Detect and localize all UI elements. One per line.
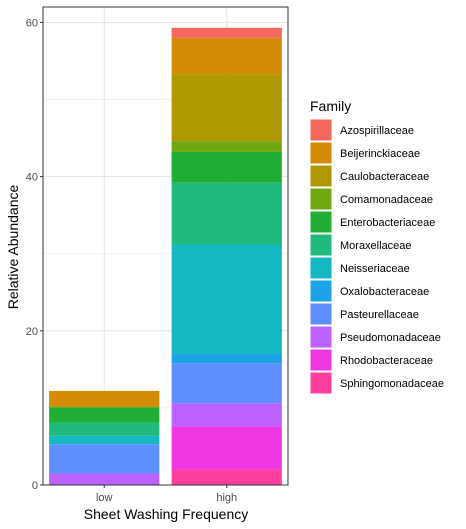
- legend-key-comamonadaceae: [309, 187, 333, 211]
- legend-key-pseudomonadaceae: [309, 325, 333, 349]
- x-tick-label: low: [96, 492, 113, 504]
- x-tick-label: high: [216, 492, 237, 504]
- legend-title: Family: [310, 98, 351, 114]
- legend-key-rhodobacteraceae: [309, 348, 333, 372]
- legend-label-oxalobacteraceae: Oxalobacteraceae: [340, 286, 429, 298]
- y-axis-title: Relative Abundance: [5, 185, 21, 310]
- bar-segment-low-pseudomonadaceae: [49, 473, 160, 485]
- legend-key-pasteurellaceae: [309, 302, 333, 326]
- bar-segment-low-moraxellaceae: [49, 422, 160, 436]
- y-tick-label: 0: [32, 480, 38, 492]
- bar-segment-high-enterobacteriaceae: [171, 151, 282, 183]
- legend-key-caulobacteraceae: [309, 164, 333, 188]
- bar-segment-low-beijerinckiaceae: [49, 390, 160, 408]
- bar-segment-high-pseudomonadaceae: [171, 403, 282, 427]
- y-tick-label: 20: [26, 326, 38, 338]
- bar-segment-high-comamonadaceae: [171, 141, 282, 152]
- legend-label-comamonadaceae: Comamonadaceae: [340, 194, 433, 206]
- panel-border: [42, 6, 289, 486]
- legend: Azospirillaceae Beijerinckiaceae Caulobact…: [309, 118, 444, 395]
- legend-label-rhodobacteraceae: Rhodobacteraceae: [340, 355, 433, 367]
- legend-key-beijerinckiaceae: [309, 141, 333, 165]
- legend-label-caulobacteraceae: Caulobacteraceae: [340, 171, 429, 183]
- legend-key-enterobacteriaceae: [309, 210, 333, 234]
- bar-segment-high-azospirillaceae: [171, 27, 282, 38]
- axes: 0 20 40 60 low high: [26, 6, 289, 504]
- legend-key-sphingomonadaceae: [309, 371, 333, 395]
- bar-segment-high-caulobacteraceae: [171, 74, 282, 142]
- legend-key-moraxellaceae: [309, 233, 333, 257]
- y-tick-label: 40: [26, 172, 38, 184]
- legend-label-neisseriaceae: Neisseriaceae: [340, 263, 410, 275]
- bar-segment-high-beijerinckiaceae: [171, 37, 282, 75]
- bar-segment-high-pasteurellaceae: [171, 363, 282, 404]
- bar-segment-low-enterobacteriaceae: [49, 407, 160, 423]
- legend-key-oxalobacteraceae: [309, 279, 333, 303]
- bar-segment-low-neisseriaceae: [49, 435, 160, 445]
- legend-label-beijerinckiaceae: Beijerinckiaceae: [340, 148, 420, 160]
- y-tick-label: 60: [26, 17, 38, 29]
- legend-label-enterobacteriaceae: Enterobacteriaceae: [340, 217, 435, 229]
- bar-segment-high-oxalobacteraceae: [171, 353, 282, 364]
- bar-segment-high-neisseriaceae: [171, 244, 282, 354]
- legend-label-sphingomonadaceae: Sphingomonadaceae: [340, 378, 444, 390]
- legend-key-azospirillaceae: [309, 118, 333, 142]
- legend-label-azospirillaceae: Azospirillaceae: [340, 125, 414, 137]
- legend-label-pasteurellaceae: Pasteurellaceae: [340, 309, 419, 321]
- bar-segment-high-sphingomonadaceae: [171, 469, 282, 485]
- bar-segment-high-rhodobacteraceae: [171, 426, 282, 470]
- bar-segment-high-moraxellaceae: [171, 182, 282, 245]
- x-axis-title: Sheet Washing Frequency: [84, 506, 248, 522]
- legend-key-neisseriaceae: [309, 256, 333, 280]
- bar-segment-low-pasteurellaceae: [49, 444, 160, 474]
- legend-label-pseudomonadaceae: Pseudomonadaceae: [340, 332, 441, 344]
- legend-label-moraxellaceae: Moraxellaceae: [340, 240, 412, 252]
- plot-area: [43, 7, 288, 486]
